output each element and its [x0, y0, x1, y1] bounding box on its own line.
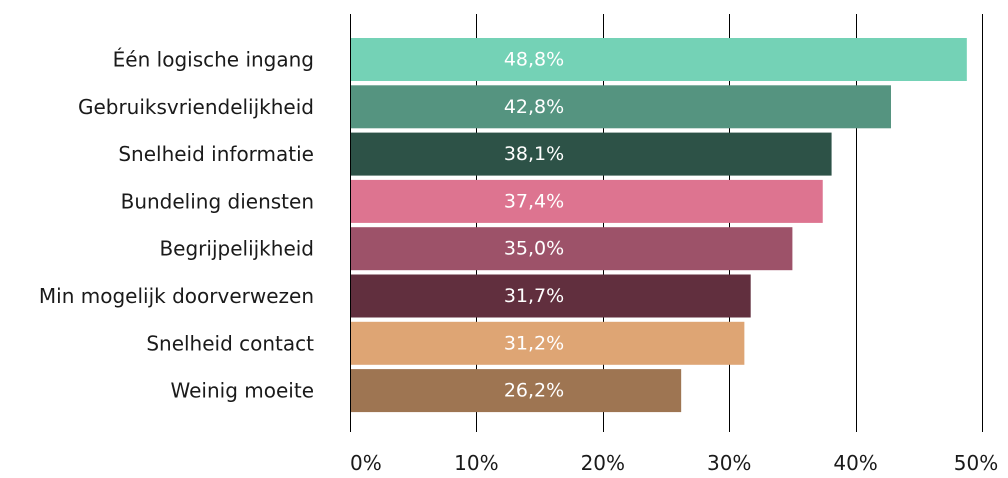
x-tick-label: 0% [350, 451, 382, 475]
category-label: Bundeling diensten [121, 189, 314, 213]
x-tick-label: 50% [954, 451, 998, 475]
category-label: Begrijpelijkheid [159, 237, 314, 261]
x-tick-label: 40% [833, 451, 877, 475]
bar-3 [351, 132, 832, 176]
bar-6 [351, 274, 751, 318]
x-tick-label: 30% [707, 451, 751, 475]
gridlines [350, 14, 983, 432]
bar-value-label: 35,0% [504, 238, 564, 260]
bar-4 [351, 179, 823, 223]
category-label: Min mogelijk doorverwezen [39, 284, 314, 308]
category-label: Één logische ingang [113, 48, 314, 72]
x-tick-label: 10% [454, 451, 498, 475]
bar-value-label: 48,8% [504, 49, 564, 71]
category-label: Weinig moeite [171, 379, 314, 403]
bar-8 [351, 369, 682, 413]
bar-1 [351, 38, 967, 81]
bar-value-label: 38,1% [504, 143, 564, 165]
category-label: Snelheid contact [146, 331, 314, 355]
bar-value-label: 31,7% [504, 285, 564, 307]
bar-value-label: 31,2% [504, 332, 564, 354]
bar-5 [351, 227, 793, 271]
bar-value-label: 26,2% [504, 380, 564, 402]
category-labels: Één logische ingang Gebruiksvriendelijkhe… [39, 48, 314, 403]
category-label: Gebruiksvriendelijkheid [78, 95, 314, 119]
bars: 48,8% 42,8% 38,1% 37,4% 35,0% 31,7% 31,2% 26,2% [351, 38, 967, 413]
bar-value-label: 37,4% [504, 190, 564, 212]
bar-2 [351, 85, 891, 129]
bar-value-label: 42,8% [504, 96, 564, 118]
category-label: Snelheid informatie [118, 142, 314, 166]
x-axis-tick-labels: 0% 10% 20% 30% 40% 50% [350, 451, 998, 475]
x-tick-label: 20% [581, 451, 625, 475]
bar-7 [351, 321, 745, 365]
